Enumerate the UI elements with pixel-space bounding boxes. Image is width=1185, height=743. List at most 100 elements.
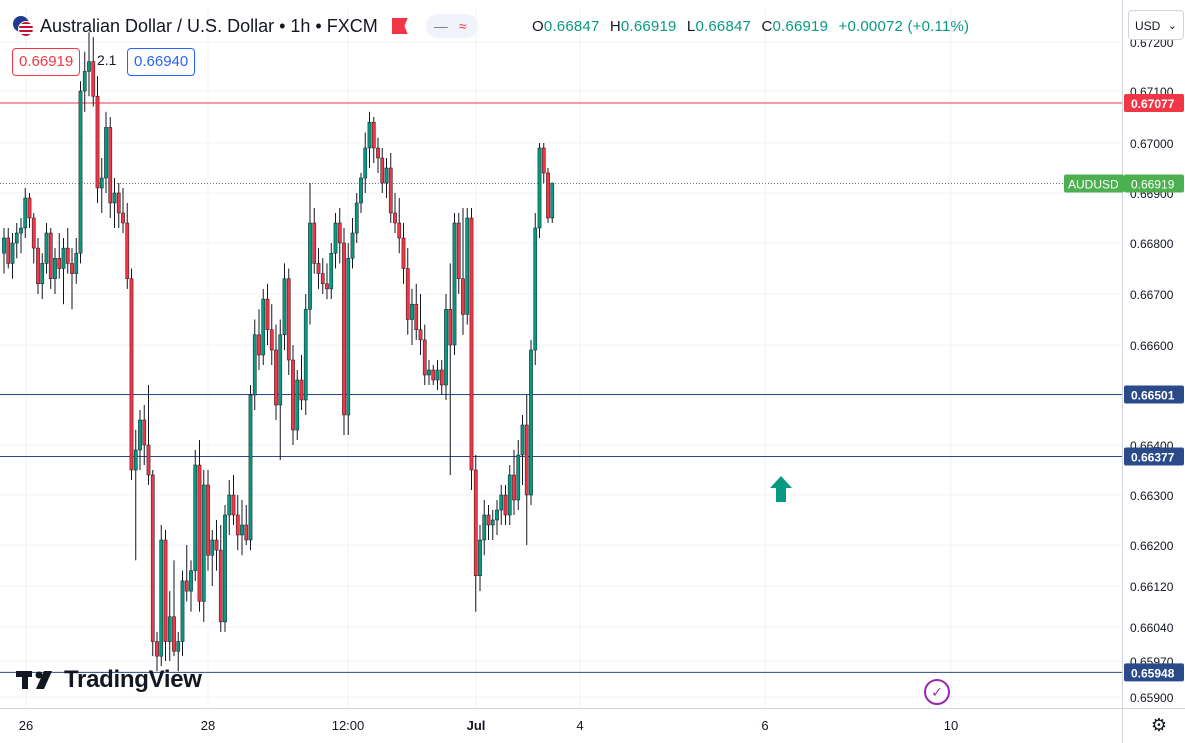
level-price-label: 0.65948 [1124,663,1184,682]
candle [427,360,431,385]
candle-body [367,121,372,149]
candle [431,365,436,385]
candle [367,111,372,168]
spread-value: 2.1 [97,52,117,68]
candle-body [36,247,40,285]
candle [537,143,542,238]
candle-body [384,167,389,184]
candle-body [104,127,108,179]
x-tick-label: 12:00 [332,718,365,733]
sell-price-box[interactable]: 0.66919 [12,48,81,76]
candle [393,193,397,233]
candle-body [10,242,15,264]
candle-body [507,474,512,516]
candle [359,173,363,213]
candle-body [2,237,6,254]
candle [435,360,440,390]
candle-body [439,369,444,386]
candle-body [524,424,529,496]
candle [99,158,104,213]
settings-gear-icon[interactable]: ⚙ [1150,715,1168,735]
candle-body [48,232,53,279]
candle-body [108,127,113,204]
candle-body [231,494,236,516]
candle-body [405,268,410,320]
candle [448,263,453,475]
minus-icon[interactable]: — [433,18,448,34]
candle [469,208,474,490]
candle [350,218,355,269]
symbol-title[interactable]: Australian Dollar / U.S. Dollar • 1h • F… [40,15,378,36]
buy-price-box[interactable]: 0.66940 [127,48,196,76]
candle-body [163,539,168,642]
indicator-pill[interactable]: — ≈ [425,14,478,38]
tradingview-logo: TradingView [16,666,202,694]
candle-body [329,252,334,290]
arrow-up-icon[interactable] [770,476,792,502]
y-tick-label: 0.66200 [1130,539,1174,553]
candle-body [31,217,36,249]
candle [461,208,465,335]
candle [193,450,198,581]
x-tick-label: 26 [19,718,33,733]
candle-body [218,549,223,623]
candle-body [291,359,295,431]
lightning-icon[interactable]: ✓ [924,679,950,705]
candle-body [40,263,45,285]
candle [529,339,533,505]
candle [329,243,334,300]
candle-body [461,278,465,315]
candle [384,158,389,198]
candle-body [456,222,461,279]
candle [333,213,338,269]
candle-body [537,147,542,229]
candle-body [431,369,436,381]
low-value: 0.66847 [695,18,752,35]
candle [252,319,257,410]
candle [303,294,308,415]
candle [36,238,40,294]
candle [31,213,36,264]
candle [410,288,414,345]
y-tick-label: 0.66040 [1130,621,1174,635]
candle [354,193,359,243]
candle-body [316,263,321,274]
candle-body [184,580,189,592]
candle [495,500,499,535]
candle [44,223,49,274]
candle [23,188,28,238]
candle [316,248,321,289]
candle [210,530,215,586]
candle-body [197,464,202,602]
candle [452,213,457,355]
level-price-label: 0.66501 [1124,385,1184,404]
candle [19,218,23,254]
candle [418,294,423,355]
wave-icon[interactable]: ≈ [458,18,467,34]
candle-body [142,419,147,446]
candle [473,455,478,612]
candle [206,470,210,571]
candle-body [354,202,359,234]
candle [189,560,193,612]
candle [95,76,100,203]
candle [14,223,19,259]
candle-body [325,283,329,290]
candle [482,500,487,556]
candle [524,395,529,545]
candle [138,410,142,470]
currency-select[interactable]: USD ⌄ [1128,10,1184,40]
candle [533,213,538,365]
candle [337,208,342,264]
candle-body [27,197,32,219]
candle [53,248,57,294]
currency-label: USD [1135,19,1161,33]
candle [486,505,491,540]
candle-body [252,334,257,396]
candle-body [422,339,427,376]
ohlc-readout: O0.66847 H0.66919 L0.66847 C0.66919 +0.0… [532,18,970,35]
tradingview-wordmark: TradingView [64,666,202,693]
flag-marker-icon[interactable] [391,18,408,34]
candle [346,243,351,435]
